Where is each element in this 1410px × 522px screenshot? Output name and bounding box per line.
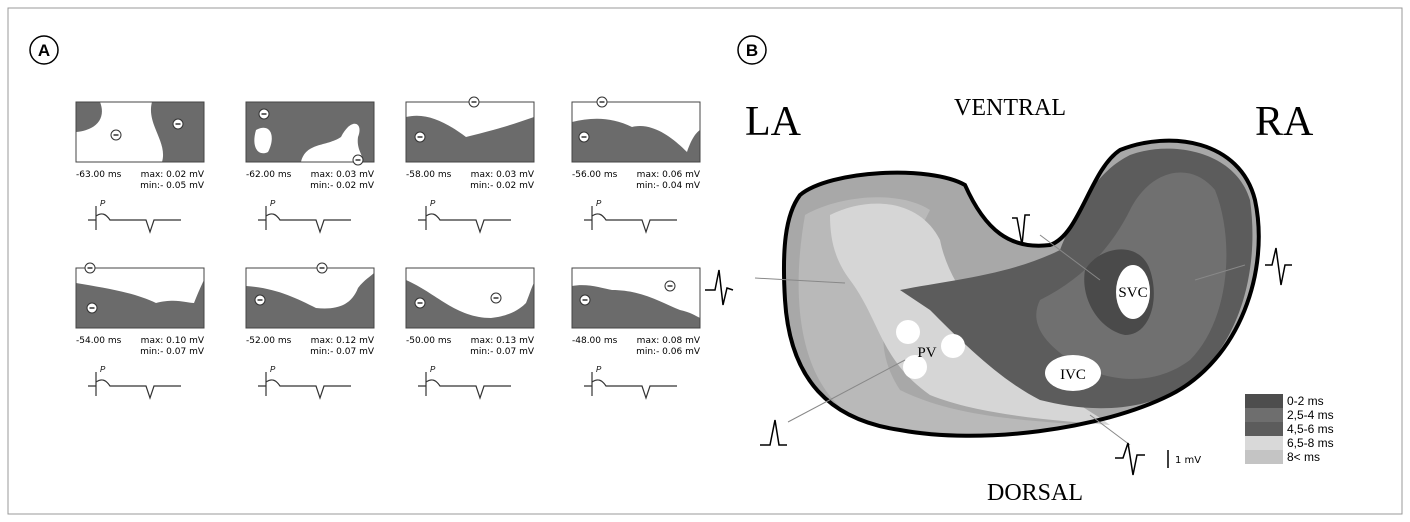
wave-label: P	[596, 365, 602, 374]
panel-b: LA VENTRAL RA DORSAL SVC IVC PV	[705, 95, 1334, 506]
time-label: -58.00 ms	[406, 170, 452, 180]
time-label: -54.00 ms	[76, 336, 122, 346]
time-label: -63.00 ms	[76, 170, 122, 180]
legend-label: 6,5-8 ms	[1287, 436, 1334, 450]
legend-label: 8< ms	[1287, 450, 1320, 464]
legend-label: 2,5-4 ms	[1287, 408, 1334, 422]
vein	[896, 320, 920, 344]
time-label: -52.00 ms	[246, 336, 292, 346]
max-label: max: 0.10 mV	[141, 336, 205, 346]
time-label: -62.00 ms	[246, 170, 292, 180]
min-label: min:- 0.05 mV	[140, 181, 205, 191]
panel-label: A	[38, 41, 50, 60]
min-label: min:- 0.02 mV	[310, 181, 375, 191]
wave-label: P	[100, 365, 106, 374]
max-label: max: 0.02 mV	[141, 170, 205, 180]
egm-trace	[88, 372, 181, 398]
egm-trace	[418, 206, 511, 232]
wave-label: P	[430, 199, 436, 208]
wave-label: P	[270, 199, 276, 208]
max-label: max: 0.03 mV	[311, 170, 375, 180]
egm-trace	[88, 206, 181, 232]
max-label: max: 0.08 mV	[637, 336, 701, 346]
min-label: min:- 0.02 mV	[470, 181, 535, 191]
time-label: -56.00 ms	[572, 170, 618, 180]
min-label: min:- 0.04 mV	[636, 181, 701, 191]
max-label: max: 0.12 mV	[311, 336, 375, 346]
time-label: -50.00 ms	[406, 336, 452, 346]
min-label: min:- 0.07 mV	[470, 347, 535, 357]
wave-label: P	[596, 199, 602, 208]
egm-trace	[258, 372, 351, 398]
vessel-label: IVC	[1060, 367, 1086, 383]
egm-trace	[418, 372, 511, 398]
legend-label: 4,5-6 ms	[1287, 422, 1334, 436]
figure: A B -63.00 msmax: 0.02 mVmin:- 0.05 mVP-…	[0, 0, 1410, 522]
region-label: VENTRAL	[954, 95, 1066, 121]
wave-label: P	[270, 365, 276, 374]
vein	[941, 334, 965, 358]
egm-trace	[584, 206, 677, 232]
legend-swatch	[1245, 394, 1283, 408]
legend-label: 0-2 ms	[1287, 394, 1324, 408]
scale-label: 1 mV	[1175, 455, 1201, 466]
min-label: min:- 0.06 mV	[636, 347, 701, 357]
min-label: min:- 0.07 mV	[140, 347, 205, 357]
egm-trace	[584, 372, 677, 398]
max-label: max: 0.13 mV	[471, 336, 535, 346]
panel-label: B	[746, 41, 758, 60]
min-label: min:- 0.07 mV	[310, 347, 375, 357]
wave-label: P	[430, 365, 436, 374]
egm-trace	[258, 206, 351, 232]
legend-swatch	[1245, 422, 1283, 436]
max-label: max: 0.03 mV	[471, 170, 535, 180]
legend-swatch	[1245, 408, 1283, 422]
region-label: RA	[1255, 99, 1314, 145]
max-label: max: 0.06 mV	[637, 170, 701, 180]
legend-swatch	[1245, 450, 1283, 464]
time-label: -48.00 ms	[572, 336, 618, 346]
vessel-label: SVC	[1118, 285, 1147, 301]
legend: 0-2 ms2,5-4 ms4,5-6 ms6,5-8 ms8< ms	[1245, 394, 1334, 464]
region-label: DORSAL	[987, 480, 1083, 506]
legend-swatch	[1245, 436, 1283, 450]
map-area	[254, 128, 271, 154]
vessel-label: PV	[917, 345, 936, 361]
wave-label: P	[100, 199, 106, 208]
region-label: LA	[745, 99, 802, 145]
